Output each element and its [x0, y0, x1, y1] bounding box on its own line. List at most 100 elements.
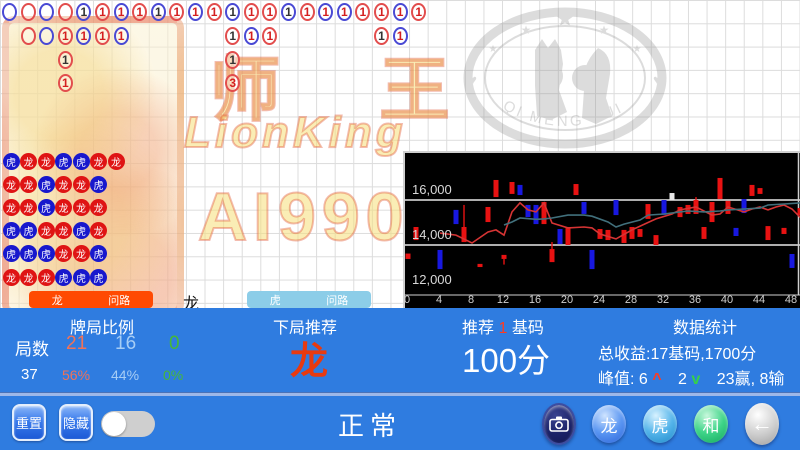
shiwang-watermark: 师 王	[209, 50, 490, 130]
dragon-ask-road-button[interactable]: 龙 问路	[29, 291, 153, 308]
ma-red-line	[439, 201, 800, 244]
road-cell: 1	[374, 26, 389, 45]
candle	[733, 227, 739, 236]
x-axis-label: 4	[435, 294, 443, 306]
candle	[413, 227, 419, 241]
y-axis-label: 16,000	[412, 182, 452, 197]
candle	[517, 184, 523, 196]
up-arrow-icon: ^	[652, 371, 662, 388]
svg-text:★: ★	[633, 44, 642, 55]
x-axis-label: 0	[403, 294, 411, 306]
x-axis-label: 12	[496, 294, 510, 306]
road-cell: 1	[318, 3, 334, 21]
candle	[797, 208, 800, 216]
screenshot-button[interactable]	[542, 403, 576, 445]
stats-panel: 牌局比例 下局推荐 推荐 1 基码 数据统计 局数 37 21 56% 16 4…	[0, 308, 800, 393]
hide-button[interactable]: 隐藏	[59, 404, 93, 441]
bead-dragon: 龙	[37, 222, 55, 240]
bead-dragon: 龙	[90, 152, 107, 170]
road-cell: 1	[281, 3, 296, 21]
candle	[789, 254, 795, 268]
x-axis-label: 20	[560, 294, 574, 306]
bead-dragon: 龙	[20, 198, 37, 216]
ask-road-label: 问路	[108, 294, 131, 307]
candle	[629, 227, 635, 239]
candle	[501, 254, 507, 259]
road-cell	[20, 26, 36, 45]
bead-dragon: 龙	[2, 268, 20, 286]
ask-road-label: 问路	[326, 294, 349, 307]
x-axis-label: 8	[467, 294, 475, 306]
bead-tiger: 虎	[37, 198, 55, 216]
road-cell	[39, 26, 55, 45]
candle	[701, 227, 707, 239]
bead-dragon: 龙	[90, 222, 107, 240]
road-cell: 1	[262, 3, 278, 21]
stats-header: 数据统计	[673, 320, 738, 337]
bead-dragon: 龙	[37, 268, 55, 286]
bet-tiger-button[interactable]: 虎	[643, 405, 677, 443]
bead-tiger: 虎	[20, 222, 37, 240]
bead-tiger: 虎	[55, 152, 72, 170]
lionking-watermark: LionKing	[183, 107, 407, 158]
svg-text:★: ★	[521, 23, 532, 37]
x-axis-label: 44	[752, 294, 766, 306]
candle	[525, 204, 531, 218]
peak-line: 峰值: 6 ^ 2 v 23赢, 8输	[598, 365, 784, 389]
svg-text:♥: ♥	[653, 72, 661, 87]
bead-dragon: 龙	[2, 198, 20, 216]
down-arrow-icon: v	[691, 371, 701, 388]
road-cell: 1	[76, 3, 92, 21]
road-cell	[2, 3, 17, 21]
peak-suffix: 23赢, 8输	[716, 371, 785, 388]
rounds-label: 局数	[15, 340, 49, 359]
candle	[485, 206, 491, 223]
toggle-switch[interactable]	[101, 411, 155, 437]
candle	[765, 226, 771, 241]
road-cell: 1	[225, 3, 241, 21]
candle	[661, 200, 667, 216]
candle	[621, 229, 627, 243]
tie-pct: 0%	[163, 367, 184, 383]
road-cell: 1	[113, 3, 129, 21]
x-axis-label: 28	[624, 294, 638, 306]
bead-tiger: 虎	[72, 222, 90, 240]
candle	[565, 227, 571, 245]
reset-button[interactable]: 重置	[12, 404, 46, 441]
svg-text:★: ★	[489, 44, 498, 55]
back-button[interactable]: ←	[745, 403, 779, 445]
bet-dragon-button[interactable]: 龙	[592, 405, 626, 443]
candle	[757, 188, 763, 194]
road-board: 师 王 LionKing AI990 ★ ★ ★ ★ ★ ♥ ♥	[0, 0, 800, 316]
tiger-ask-road-button[interactable]: 虎 问路	[247, 291, 371, 308]
candle	[613, 200, 619, 216]
road-cell	[39, 3, 55, 21]
bead-dragon: 龙	[72, 198, 90, 216]
candle	[509, 182, 515, 194]
bead-dragon: 龙	[55, 175, 72, 193]
bead-dragon: 龙	[72, 245, 90, 263]
bet-tie-button[interactable]: 和	[694, 405, 728, 443]
recommend-header: 下局推荐	[273, 320, 338, 337]
tie-count: 0	[169, 333, 180, 354]
road-cell: 1	[95, 26, 110, 45]
candle	[549, 249, 555, 263]
svg-text:♥: ♥	[469, 72, 477, 87]
road-cell: 1	[411, 3, 427, 21]
candle	[493, 179, 499, 198]
road-cell: 1	[57, 26, 73, 45]
rounds-value: 37	[21, 366, 38, 383]
road-cell: 1	[150, 3, 166, 21]
x-axis-label: 24	[592, 294, 606, 306]
bead-tiger: 虎	[55, 268, 72, 286]
qmh-logo-text: QI MENG HUI	[500, 97, 623, 130]
road-cell: 1	[392, 26, 408, 45]
dragon-count: 21	[66, 333, 88, 354]
bead-dragon: 龙	[2, 175, 20, 193]
bead-tiger: 虎	[72, 268, 90, 286]
bead-dragon: 龙	[55, 245, 72, 263]
bet-num: 1	[498, 320, 508, 337]
tiger-pct: 44%	[111, 367, 140, 383]
road-cell: 1	[113, 26, 129, 45]
candle	[405, 253, 411, 259]
